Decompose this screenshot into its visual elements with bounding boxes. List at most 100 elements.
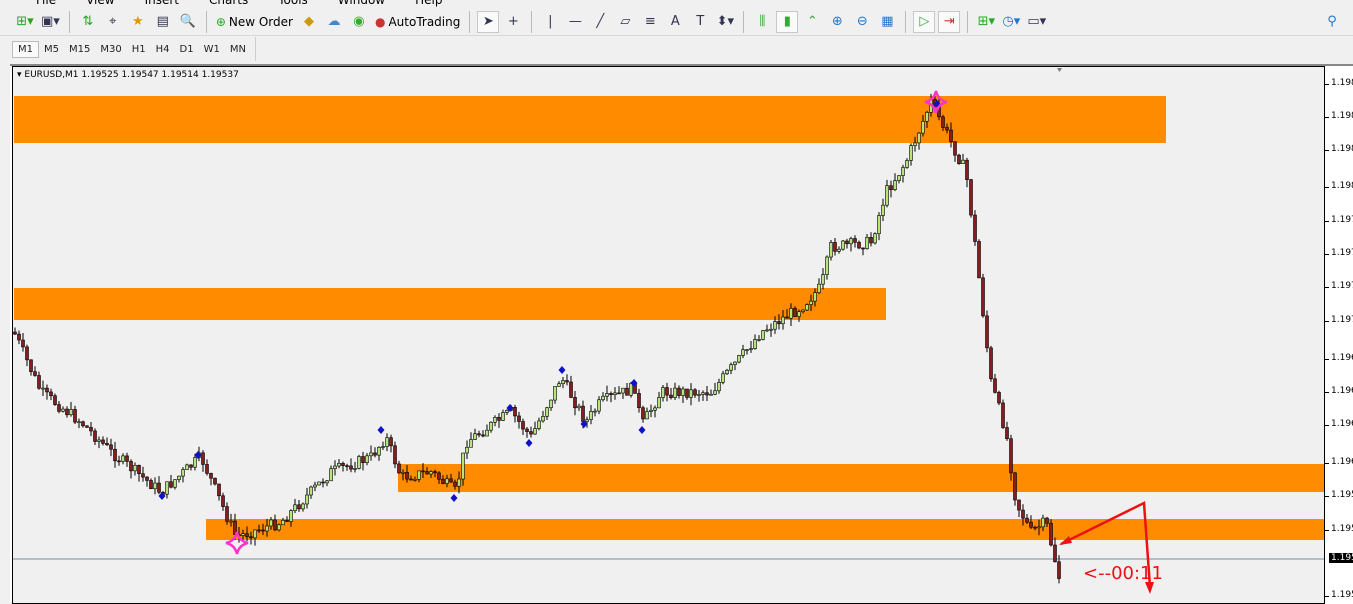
- red-arrow: [1060, 501, 1152, 588]
- fibonacci-icon[interactable]: ≡: [644, 14, 656, 29]
- fractal-diamond-icon: [450, 494, 458, 502]
- bull-candle: [173, 479, 177, 488]
- bull-candle: [369, 452, 373, 457]
- new-chart-icon[interactable]: ⊞▾: [16, 14, 34, 29]
- bull-candle: [829, 242, 833, 258]
- bull-candle: [493, 417, 497, 423]
- bull-candle: [837, 248, 841, 252]
- bull-candle: [269, 519, 273, 527]
- candlestick-icon[interactable]: ▮: [776, 10, 799, 33]
- bear-candle: [1001, 402, 1005, 428]
- market-watch-icon[interactable]: ⇅: [82, 14, 94, 29]
- menu-help[interactable]: Help: [415, 0, 443, 7]
- signals-icon[interactable]: ☁: [327, 14, 341, 29]
- bull-candle: [353, 468, 357, 470]
- bar-chart-icon[interactable]: ⫼: [759, 14, 766, 29]
- bull-candle: [721, 373, 725, 383]
- trendline-icon[interactable]: ╱: [596, 14, 605, 29]
- bear-candle: [101, 439, 105, 444]
- bull-candle: [357, 456, 361, 469]
- menu-insert[interactable]: Insert: [144, 0, 179, 7]
- periods-icon[interactable]: ◷▾: [1002, 14, 1021, 29]
- menu-view[interactable]: View: [86, 0, 115, 7]
- zoom-in-icon[interactable]: ⊕: [831, 14, 843, 29]
- price-tick-label: 1.197: [1325, 281, 1353, 291]
- price-tick-label: 1.197: [1325, 215, 1353, 225]
- timeframe-m5[interactable]: M5: [44, 43, 59, 55]
- bear-candle: [677, 387, 681, 396]
- vertical-line-icon[interactable]: |: [548, 14, 553, 29]
- timeframe-m30[interactable]: M30: [100, 43, 122, 55]
- channel-icon[interactable]: ▱: [620, 14, 631, 29]
- bear-candle: [397, 463, 401, 474]
- bull-candle: [485, 429, 489, 437]
- timeframe-mn[interactable]: MN: [229, 43, 246, 55]
- arrows-icon[interactable]: ⬍▾: [716, 14, 735, 29]
- chart-plot-area[interactable]: ▾ EURUSD,M1 1.19525 1.19547 1.19514 1.19…: [12, 66, 1325, 604]
- cursor-icon[interactable]: ➤: [477, 10, 500, 33]
- text-icon[interactable]: A: [670, 14, 680, 29]
- autotrading-button[interactable]: ● AutoTrading: [373, 11, 462, 33]
- bull-candle: [377, 447, 381, 456]
- bear-candle: [889, 185, 893, 190]
- bull-candle: [385, 437, 389, 447]
- price-tick-label: 1.195: [1325, 524, 1353, 534]
- price-tick-label: 1.198: [1325, 111, 1353, 121]
- bull-candle: [761, 330, 765, 340]
- zoom-out-icon[interactable]: ⊖: [856, 14, 868, 29]
- timeframe-m15[interactable]: M15: [69, 43, 91, 55]
- bear-candle: [433, 471, 437, 474]
- bear-candle: [425, 471, 429, 475]
- bear-candle: [833, 242, 837, 252]
- bear-candle: [1013, 472, 1017, 501]
- search-icon[interactable]: ⚲: [1327, 14, 1337, 29]
- bull-candle: [873, 233, 877, 244]
- profiles-icon[interactable]: ▣▾: [41, 14, 60, 29]
- menu-window[interactable]: Window: [337, 0, 386, 7]
- chart-shift-icon[interactable]: ⇥: [938, 10, 961, 33]
- bear-candle: [141, 473, 145, 478]
- strategy-tester-icon[interactable]: 🔍: [179, 14, 196, 29]
- menu-charts[interactable]: Charts: [209, 0, 249, 7]
- bear-candle: [137, 464, 141, 474]
- supply-demand-zone: [14, 96, 1166, 143]
- templates-icon[interactable]: ▭▾: [1027, 14, 1047, 29]
- indicators-icon[interactable]: ⊞▾: [977, 14, 996, 29]
- timeframe-h1[interactable]: H1: [131, 43, 146, 55]
- bear-candle: [33, 371, 37, 376]
- auto-scroll-icon[interactable]: ▷: [913, 10, 936, 33]
- price-tick-label: 1.196: [1325, 386, 1353, 396]
- menu-tools[interactable]: Tools: [278, 0, 308, 7]
- terminal-icon[interactable]: ▤: [156, 14, 169, 29]
- bull-candle: [613, 392, 617, 395]
- bull-candle: [821, 274, 825, 285]
- horizontal-line-icon[interactable]: —: [568, 14, 582, 29]
- timeframe-m1[interactable]: M1: [12, 40, 39, 58]
- tile-windows-icon[interactable]: ▦: [881, 14, 894, 29]
- bear-candle: [857, 241, 861, 249]
- crosshair-icon[interactable]: +: [507, 14, 519, 29]
- bear-candle: [1005, 427, 1009, 440]
- bull-candle: [293, 504, 297, 511]
- bull-candle: [621, 387, 625, 394]
- timeframe-d1[interactable]: D1: [179, 43, 194, 55]
- bear-candle: [525, 428, 529, 432]
- timeframe-w1[interactable]: W1: [203, 43, 220, 55]
- line-chart-icon[interactable]: ⌃: [806, 14, 818, 29]
- new-order-button[interactable]: ⊕ New Order: [214, 11, 295, 33]
- bull-candle: [277, 524, 281, 531]
- price-axis[interactable]: 1.198 1.198 1.198 1.198 1.197 1.197 1.197 1.197…: [1325, 66, 1353, 604]
- bull-candle: [413, 479, 417, 481]
- metaeditor-icon[interactable]: ◆: [303, 14, 314, 29]
- navigator-icon[interactable]: ★: [131, 14, 144, 29]
- timeframe-h4[interactable]: H4: [155, 43, 170, 55]
- bull-candle: [333, 465, 337, 469]
- text-label-icon[interactable]: T: [696, 14, 705, 29]
- data-window-icon[interactable]: ⌖: [109, 14, 117, 29]
- menu-file[interactable]: File: [36, 0, 57, 7]
- bear-candle: [477, 433, 481, 436]
- bull-candle: [317, 481, 321, 486]
- bear-candle: [225, 506, 229, 522]
- bull-candle: [825, 256, 829, 275]
- radio-icon[interactable]: ◉: [353, 14, 365, 29]
